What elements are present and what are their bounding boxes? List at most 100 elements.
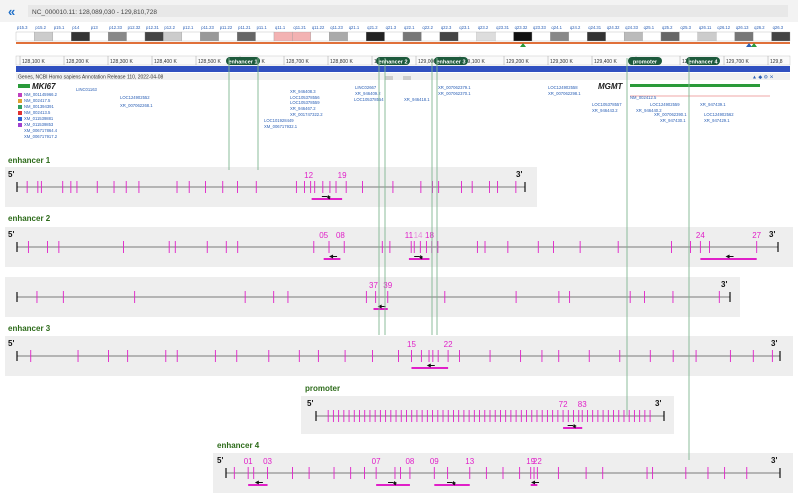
gene-label[interactable]: NM_002413.5 — [24, 110, 51, 115]
band-label: p14 — [72, 25, 80, 30]
motif-label: 01 — [244, 457, 253, 466]
five-prime-label: 5' — [8, 339, 14, 348]
selected-region-bar — [16, 42, 790, 44]
gene-label[interactable]: XR_946418.1 — [404, 97, 430, 102]
band-label: q26.11 — [699, 25, 712, 30]
gene-feature — [18, 84, 30, 88]
gene-label[interactable]: XR_946467.2 — [290, 106, 316, 111]
track-button[interactable] — [403, 76, 411, 80]
arrow-left-icon — [426, 363, 431, 368]
band-label: q23.31 — [496, 25, 509, 30]
ruler-tick-label: 128,700 K — [286, 59, 309, 65]
motif-label: 13 — [465, 457, 474, 466]
gene-label[interactable]: XM_006717932.1 — [264, 124, 298, 129]
motif-label: 11 — [405, 231, 414, 240]
motif-label: 08 — [405, 457, 414, 466]
track-controls-icon[interactable]: ▲ ◆ ⚙ ✕ — [752, 75, 774, 81]
band-label: q24.33 — [625, 25, 638, 30]
band-label: p12.1 — [183, 25, 194, 30]
gene-mki67[interactable]: MKI67 — [32, 82, 56, 91]
motif-label: 09 — [430, 457, 439, 466]
band-label: q11.22 — [312, 25, 325, 30]
double-chevron-left-icon[interactable]: « — [8, 4, 15, 19]
band-label: p15.2 — [35, 25, 46, 30]
three-prime-label: 3' — [771, 339, 777, 348]
band-label: q22.3 — [441, 25, 452, 30]
svg-text:enhancer 3: enhancer 3 — [436, 60, 465, 66]
track-button[interactable] — [385, 76, 393, 80]
gene-label[interactable]: LOC124902562 — [704, 112, 734, 117]
gene-label[interactable]: XR_001747322.2 — [290, 112, 323, 117]
gene-label[interactable]: XM_011539881 — [24, 116, 54, 121]
svg-text:enhancer 2: enhancer 2 — [378, 60, 407, 66]
band-label: q26.2 — [754, 25, 765, 30]
motif-label: 14 — [414, 231, 423, 240]
gene-label[interactable]: XR_946443.2 — [592, 108, 618, 113]
gene-label[interactable]: LOC105378557 — [592, 102, 622, 107]
transcript-swatch — [18, 105, 22, 109]
gene-label[interactable]: NM_001145966.2 — [24, 92, 58, 97]
gene-label[interactable]: NM_002412.5 — [630, 95, 657, 100]
genome-browser-svg: « NC_000010.11: 128,089,030 - 129,810,72… — [0, 0, 798, 139]
gene-label[interactable]: XR_946440.2 — [636, 108, 662, 113]
svg-text:enhancer 1: enhancer 1 — [228, 60, 257, 66]
coordinate-box[interactable] — [28, 5, 788, 17]
three-prime-label: 3' — [516, 170, 522, 179]
ruler-tick-label: 129,000 K — [418, 59, 441, 65]
gene-label[interactable]: LOC124902559 — [650, 102, 680, 107]
region-tag[interactable]: enhancer 4 — [686, 57, 720, 66]
band-label: q21.2 — [367, 25, 378, 30]
gene-label[interactable]: LOC105378554 — [354, 97, 384, 102]
svg-text:enhancer 4: enhancer 4 — [688, 60, 718, 66]
gene-label[interactable]: NM_001394391 — [24, 104, 54, 109]
band-label: q22.1 — [404, 25, 415, 30]
gene-label[interactable]: XM_011539853 — [24, 122, 54, 127]
band-label: q26.13 — [736, 25, 749, 30]
section-enhancer2b: 3' 37 39 — [5, 277, 740, 317]
motif-label: 18 — [425, 231, 434, 240]
gene-label[interactable]: XR_947439.1 — [700, 102, 726, 107]
band-label: q26.12 — [717, 25, 730, 30]
band-label: q24.31 — [588, 25, 601, 30]
section-enhancer3: enhancer 3 5' 3' 15 22 — [5, 324, 793, 376]
band-label: p15.1 — [54, 25, 65, 30]
gene-label[interactable]: LOC105378556 — [290, 95, 320, 100]
gene-label[interactable]: XR_946409.2 — [355, 91, 381, 96]
gene-label[interactable]: LOC105378559 — [290, 100, 320, 105]
gene-mgmt[interactable]: MGMT — [598, 82, 624, 91]
chromosome-ideogram[interactable]: p15.3 p15.2 p15.1 p14 p13 p12.33 p12.32 p12.31 p… — [15, 25, 791, 47]
gene-label[interactable]: LINC01163 — [76, 87, 98, 92]
gene-label[interactable]: XR_947430.1 — [660, 118, 686, 123]
gene-label[interactable]: XM_006717864.4 — [24, 128, 58, 133]
region-tag[interactable]: enhancer 3 — [434, 57, 468, 66]
arrow-right-icon — [420, 255, 424, 259]
gene-label[interactable]: XR_947429.1 — [704, 118, 730, 123]
gene-label[interactable]: LOC124902558 — [548, 85, 578, 90]
three-prime-label: 3' — [769, 230, 775, 239]
ruler-tick-label: 129,8 — [770, 59, 783, 65]
gene-label[interactable]: XR_946408.3 — [290, 89, 316, 94]
transcript-swatch — [18, 111, 22, 115]
gene-label[interactable]: XR_007062390.1 — [654, 112, 687, 117]
band-label: q23.1 — [459, 25, 470, 30]
gene-label[interactable]: XR_007062379.1 — [438, 85, 471, 90]
gene-label[interactable]: LOC101928449 — [264, 118, 294, 123]
gene-label[interactable]: LOC124902552 — [120, 95, 150, 100]
ruler-tick-label: 128,400 K — [154, 59, 177, 65]
ruler-tick-label: 129,700 K — [726, 59, 749, 65]
gene-label[interactable]: LINC02667 — [355, 85, 377, 90]
gene-label[interactable]: XM_006717917.2 — [24, 134, 58, 139]
gene-label[interactable]: NM_002417.5 — [24, 98, 51, 103]
gene-label[interactable]: XR_007062298.1 — [548, 91, 581, 96]
band-label: q21.3 — [386, 25, 397, 30]
motif-label: 83 — [578, 400, 587, 409]
region-tag[interactable]: promoter — [628, 57, 662, 66]
gene-label[interactable]: XR_007062268.1 — [120, 103, 153, 108]
triangle-marker-icon — [520, 43, 526, 47]
five-prime-label: 5' — [8, 170, 14, 179]
region-tag[interactable]: enhancer 1 — [226, 57, 260, 66]
gene-label[interactable]: XR_007062370.1 — [438, 91, 471, 96]
section-title: enhancer 1 — [8, 156, 51, 165]
band-label: p12.32 — [128, 25, 141, 30]
